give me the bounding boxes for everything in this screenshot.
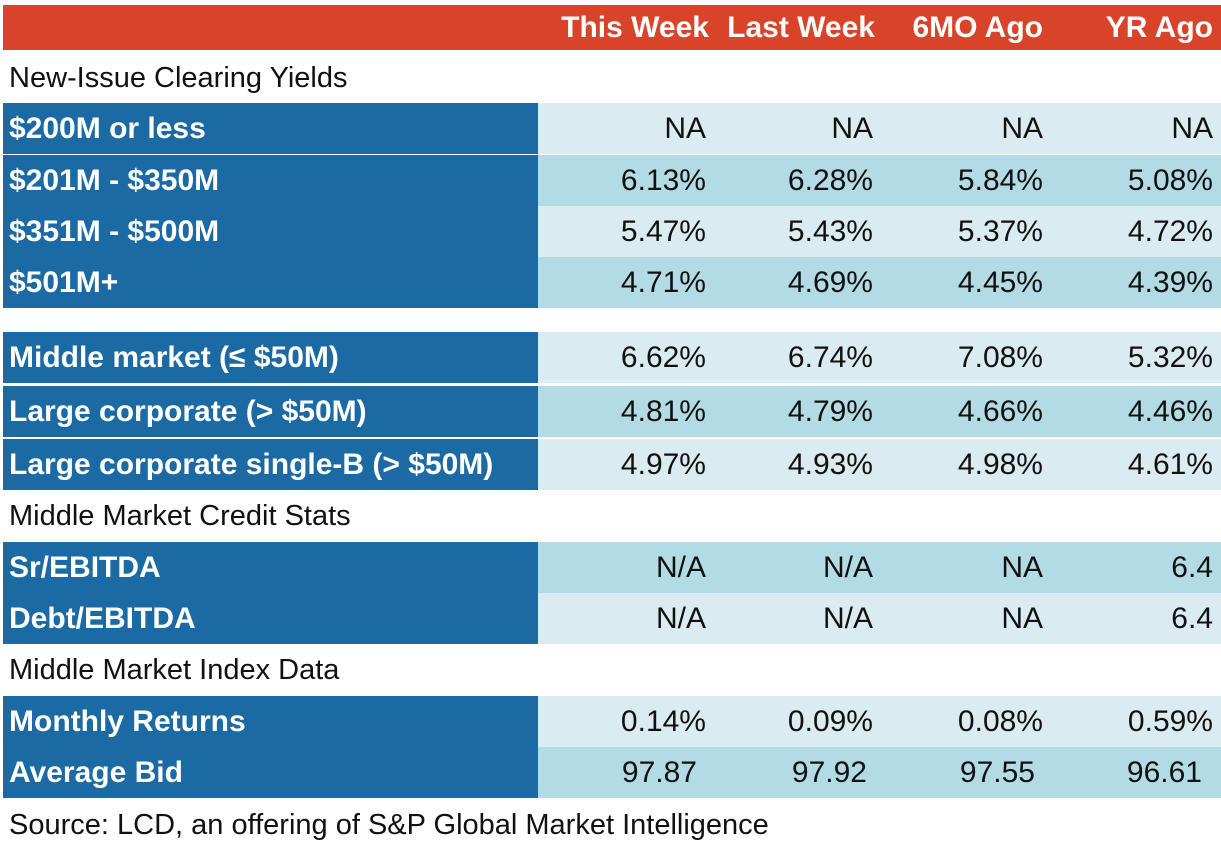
row-label: Middle market (≤ $50M) — [3, 332, 538, 383]
table-row: Sr/EBITDA N/A N/A NA 6.4 — [3, 542, 1221, 593]
row-label: Large corporate (> $50M) — [3, 386, 538, 437]
cell-this-week: 0.14% — [620, 705, 706, 738]
cell-yr-ago: 0.59% — [1127, 705, 1213, 738]
row-values: 0.14% 0.09% 0.08% 0.59% — [538, 696, 1221, 747]
row-label: $201M - $350M — [3, 155, 538, 206]
cell-this-week: NA — [664, 112, 706, 145]
table-row: $501M+ 4.71% 4.69% 4.45% 4.39% — [3, 257, 1221, 308]
cell-6mo-ago: NA — [1001, 602, 1043, 635]
cell-this-week: 97.87 — [621, 756, 697, 789]
col-header-last-week: Last Week — [727, 11, 875, 44]
cell-6mo-ago: 4.45% — [957, 266, 1043, 299]
row-values: 6.13% 6.28% 5.84% 5.08% — [538, 155, 1221, 206]
table-row: Average Bid 97.87 97.92 97.55 96.61 — [3, 747, 1221, 798]
row-values: 4.97% 4.93% 4.98% 4.61% — [538, 439, 1221, 490]
row-label: Average Bid — [3, 747, 538, 798]
cell-last-week: NA — [831, 112, 873, 145]
table-row: Monthly Returns 0.14% 0.09% 0.08% 0.59% — [3, 696, 1221, 747]
cell-yr-ago: 6.4 — [1171, 602, 1213, 635]
cell-yr-ago: 4.39% — [1127, 266, 1213, 299]
table-row: $351M - $500M 5.47% 5.43% 5.37% 4.72% — [3, 206, 1221, 257]
table-row: $201M - $350M 6.13% 6.28% 5.84% 5.08% — [3, 155, 1221, 206]
row-label: Monthly Returns — [3, 696, 538, 747]
row-label: Large corporate single-B (> $50M) — [3, 439, 538, 490]
cell-this-week: N/A — [655, 602, 706, 635]
row-values: N/A N/A NA 6.4 — [538, 542, 1221, 593]
cell-6mo-ago: 4.98% — [957, 448, 1043, 481]
row-label: Sr/EBITDA — [3, 542, 538, 593]
row-values: 6.62% 6.74% 7.08% 5.32% — [538, 332, 1221, 383]
col-header-yr-ago: YR Ago — [1105, 11, 1213, 44]
col-header-6mo-ago: 6MO Ago — [912, 11, 1043, 44]
cell-this-week: 4.81% — [620, 395, 706, 428]
cell-last-week: N/A — [822, 551, 873, 584]
cell-last-week: 4.93% — [787, 448, 873, 481]
cell-this-week: 4.97% — [620, 448, 706, 481]
cell-yr-ago: 5.32% — [1127, 341, 1213, 374]
col-header-this-week: This Week — [561, 11, 709, 44]
row-values: 97.87 97.92 97.55 96.61 — [538, 747, 1221, 798]
cell-last-week: 4.69% — [787, 266, 873, 299]
table-row: Large corporate single-B (> $50M) 4.97% … — [3, 439, 1221, 490]
row-values: 4.81% 4.79% 4.66% 4.46% — [538, 386, 1221, 437]
cell-last-week: 97.92 — [791, 756, 867, 789]
cell-6mo-ago: 5.84% — [957, 164, 1043, 197]
row-label: $501M+ — [3, 257, 538, 308]
table-row: $200M or less NA NA NA NA — [3, 103, 1221, 154]
row-values: 5.47% 5.43% 5.37% 4.72% — [538, 206, 1221, 257]
cell-last-week: 6.74% — [787, 341, 873, 374]
source-note: Source: LCD, an offering of S&P Global M… — [9, 809, 769, 841]
row-values: 4.71% 4.69% 4.45% 4.39% — [538, 257, 1221, 308]
cell-yr-ago: 96.61 — [1126, 756, 1202, 789]
cell-this-week: 6.13% — [620, 164, 706, 197]
row-label: $351M - $500M — [3, 206, 538, 257]
table-row: Large corporate (> $50M) 4.81% 4.79% 4.6… — [3, 386, 1221, 437]
cell-yr-ago: 4.61% — [1127, 448, 1213, 481]
section-title-new-issue: New-Issue Clearing Yields — [9, 62, 348, 94]
cell-6mo-ago: 0.08% — [957, 705, 1043, 738]
cell-6mo-ago: 7.08% — [957, 341, 1043, 374]
cell-last-week: 0.09% — [787, 705, 873, 738]
cell-6mo-ago: 4.66% — [957, 395, 1043, 428]
table-header: This Week Last Week 6MO Ago YR Ago — [3, 5, 1221, 50]
table-row: Debt/EBITDA N/A N/A NA 6.4 — [3, 593, 1221, 644]
cell-last-week: 5.43% — [787, 215, 873, 248]
row-label: $200M or less — [3, 103, 538, 154]
cell-this-week: 4.71% — [620, 266, 706, 299]
row-label: Debt/EBITDA — [3, 593, 538, 644]
section-title-credit-stats: Middle Market Credit Stats — [9, 500, 351, 532]
cell-yr-ago: 5.08% — [1127, 164, 1213, 197]
cell-this-week: N/A — [655, 551, 706, 584]
cell-yr-ago: NA — [1171, 112, 1213, 145]
cell-last-week: 6.28% — [787, 164, 873, 197]
cell-6mo-ago: NA — [1001, 112, 1043, 145]
cell-6mo-ago: 97.55 — [959, 756, 1035, 789]
table-row: Middle market (≤ $50M) 6.62% 6.74% 7.08%… — [3, 332, 1221, 383]
cell-this-week: 6.62% — [620, 341, 706, 374]
cell-yr-ago: 4.72% — [1127, 215, 1213, 248]
cell-6mo-ago: NA — [1001, 551, 1043, 584]
cell-6mo-ago: 5.37% — [957, 215, 1043, 248]
row-values: NA NA NA NA — [538, 103, 1221, 154]
cell-this-week: 5.47% — [620, 215, 706, 248]
cell-last-week: 4.79% — [787, 395, 873, 428]
section-title-index-data: Middle Market Index Data — [9, 654, 340, 686]
cell-yr-ago: 4.46% — [1127, 395, 1213, 428]
cell-last-week: N/A — [822, 602, 873, 635]
row-values: N/A N/A NA 6.4 — [538, 593, 1221, 644]
cell-yr-ago: 6.4 — [1171, 551, 1213, 584]
